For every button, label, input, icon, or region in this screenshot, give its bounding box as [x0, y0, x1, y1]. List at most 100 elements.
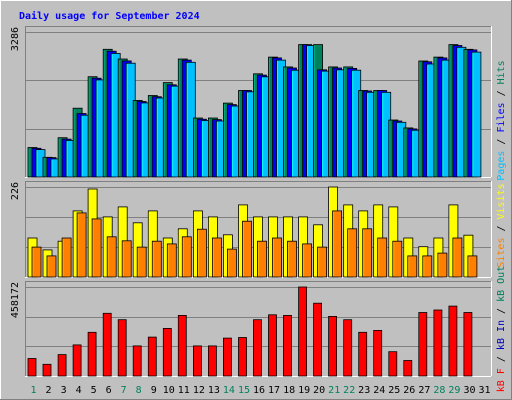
bar-kb-f-day-11	[177, 314, 187, 377]
x-tick-label-day-1: 1	[30, 385, 36, 396]
bar-kb-f-day-30	[463, 312, 473, 377]
y-max-label: 226	[10, 182, 21, 200]
bar-kb-f-day-13	[207, 345, 217, 377]
x-tick-label-day-16: 16	[253, 385, 265, 396]
bar-kb-f-day-10	[162, 327, 172, 377]
x-tick-label-day-27: 27	[418, 385, 430, 396]
y-max-label: 3286	[10, 27, 21, 51]
bar-sites-day-15	[242, 220, 252, 278]
bar-sites-day-12	[196, 228, 207, 278]
bar-kb-f-day-24	[373, 329, 383, 377]
x-tick-label-day-14: 14	[223, 385, 235, 396]
bar-sites-day-7	[121, 240, 132, 278]
axis-legend-label: Pages / Files / Hits	[496, 60, 507, 180]
x-axis-labels: 1 2 3 4 5 6 7 8 9 10 11 12 13 14 15 16 17 18 19 20 21 22 23 24 2…	[30, 385, 490, 396]
bar-sites-day-20	[317, 246, 328, 278]
bar-kb-f-day-7	[117, 319, 127, 377]
bar-kb-f-day-3	[57, 354, 67, 377]
bar-sites-day-4	[76, 212, 87, 278]
x-tick-label-day-13: 13	[208, 385, 220, 396]
bar-sites-day-28	[437, 252, 448, 278]
bar-sites-day-30	[467, 255, 478, 278]
bar-kb-f-day-9	[147, 336, 157, 377]
bar-kb-f-day-14	[222, 337, 232, 377]
bar-kb-f-day-4	[72, 344, 82, 377]
bar-kb-f-day-19	[298, 286, 308, 377]
bar-sites-day-18	[287, 240, 297, 278]
x-tick-label-day-19: 19	[298, 385, 310, 396]
bar-sites-day-25	[392, 240, 403, 278]
x-tick-label-day-4: 4	[76, 385, 82, 396]
chart-title: Daily usage for September 2024	[19, 10, 200, 22]
bar-sites-day-19	[302, 243, 313, 278]
x-tick-label-day-28: 28	[433, 385, 445, 396]
bar-kb-f-day-28	[433, 309, 443, 377]
bar-kb-f-day-1	[27, 358, 37, 377]
axis-legend-part: kB In	[496, 320, 507, 350]
bar-kb-f-day-12	[192, 345, 202, 377]
bar-sites-day-29	[452, 237, 463, 278]
axis-legend-part: /	[496, 133, 507, 151]
bar-kb-f-day-17	[268, 314, 277, 377]
bar-sites-day-13	[211, 237, 222, 278]
bar-kb-f-day-16	[253, 319, 262, 377]
bar-sites-day-3	[61, 237, 72, 278]
bar-sites-day-8	[136, 246, 147, 278]
axis-legend-part: Pages	[496, 151, 507, 181]
bar-kb-f-day-27	[418, 312, 428, 377]
bar-pages-day-30	[471, 51, 482, 178]
x-tick-label-day-25: 25	[388, 385, 400, 396]
panel-kbytes: 458172 kB F / kB In / kB Out	[10, 266, 507, 392]
x-tick-label-day-29: 29	[448, 385, 460, 396]
x-tick-label-day-15: 15	[238, 385, 250, 396]
x-tick-label-day-22: 22	[343, 385, 355, 396]
bar-kb-f-day-20	[313, 302, 323, 377]
x-tick-label-day-26: 26	[403, 385, 415, 396]
panels-layer: 3286 Pages / Files / Hits 226 Sites / Visit…	[10, 26, 507, 392]
bar-kb-f-day-25	[388, 351, 398, 377]
x-tick-label-day-20: 20	[313, 385, 325, 396]
panel-hits-files-pages: 3286 Pages / Files / Hits	[10, 26, 507, 181]
bar-kb-f-day-29	[448, 305, 458, 377]
x-tick-label-day-2: 2	[45, 385, 51, 396]
bar-kb-f-day-21	[328, 315, 338, 377]
x-tick-label-day-30: 30	[463, 385, 475, 396]
x-tick-label-day-11: 11	[178, 385, 190, 396]
panel-visits-sites: 226 Sites / Visits	[10, 181, 507, 278]
x-tick-label-day-10: 10	[163, 385, 175, 396]
x-tick-label-day-6: 6	[106, 385, 112, 396]
x-tick-label-day-24: 24	[373, 385, 385, 396]
bar-sites-day-1	[31, 246, 42, 278]
axis-legend-part: /	[496, 302, 507, 320]
bar-sites-day-17	[272, 237, 282, 278]
bar-sites-day-27	[422, 255, 433, 278]
axis-legend-part: /	[496, 84, 507, 102]
bar-sites-day-6	[106, 236, 117, 278]
axis-legend-part: kB Out	[496, 266, 507, 302]
bar-sites-day-5	[91, 218, 102, 278]
x-tick-label-day-18: 18	[283, 385, 295, 396]
axis-legend-part: Hits	[496, 60, 507, 84]
bar-kb-f-day-2	[42, 363, 52, 377]
x-tick-label-day-8: 8	[136, 385, 142, 396]
bar-sites-day-2	[46, 255, 57, 278]
x-tick-label-day-12: 12	[193, 385, 205, 396]
bar-kb-f-day-6	[102, 312, 112, 377]
x-tick-label-day-31: 31	[478, 385, 490, 396]
bar-kb-f-day-23	[358, 331, 368, 377]
bar-sites-day-16	[257, 240, 267, 278]
bar-sites-day-26	[407, 255, 418, 278]
x-tick-label-day-5: 5	[91, 385, 97, 396]
y-max-label: 458172	[10, 282, 21, 318]
bar-kb-f-day-15	[238, 337, 247, 377]
axis-legend-label: Sites / Visits	[496, 183, 507, 267]
x-tick-label-day-9: 9	[151, 385, 157, 396]
x-tick-label-day-23: 23	[358, 385, 370, 396]
x-tick-label-day-17: 17	[268, 385, 280, 396]
axis-legend-label: kB F / kB In / kB Out	[496, 266, 507, 392]
bar-kb-f-day-26	[403, 360, 413, 377]
axis-legend-part: kB F	[496, 368, 507, 392]
axis-legend-part: Files	[496, 102, 507, 132]
